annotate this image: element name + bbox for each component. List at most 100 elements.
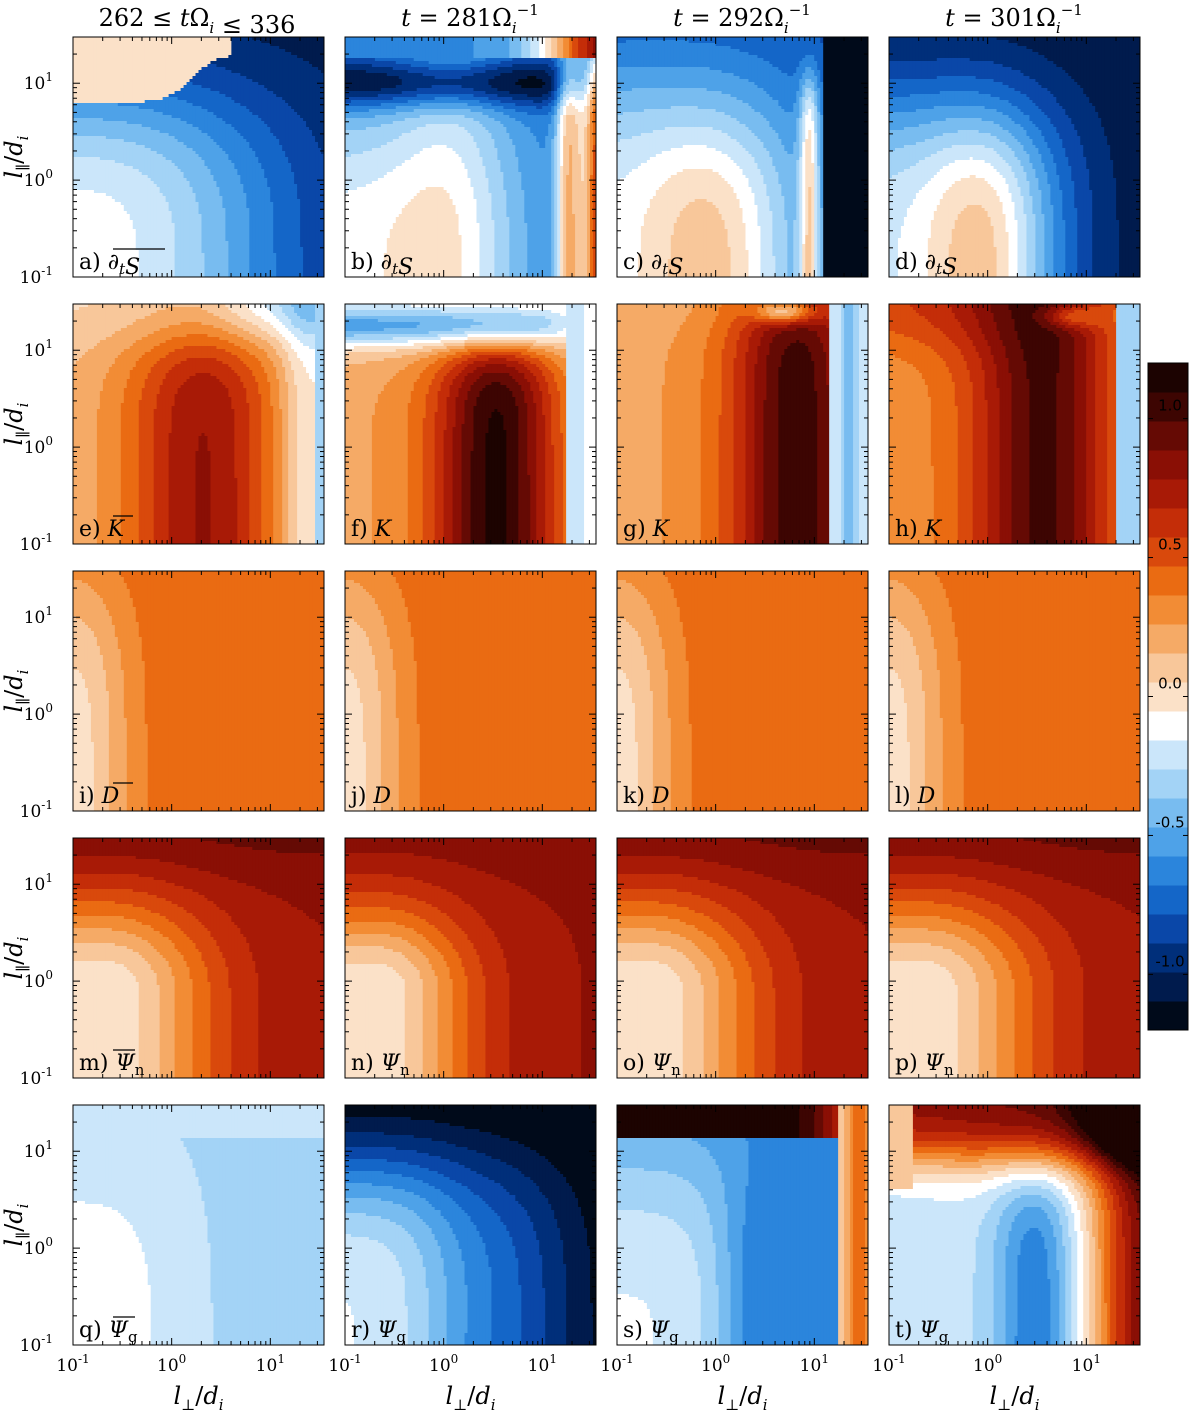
colorbar-level bbox=[1148, 856, 1188, 886]
x-tick-label: 100 bbox=[429, 1352, 458, 1376]
x-tick-label: 10-1 bbox=[872, 1352, 905, 1376]
panel-k: k) D bbox=[617, 571, 869, 812]
y-tick-label: 101 bbox=[24, 1138, 53, 1162]
heatmap-cells bbox=[73, 1105, 325, 1346]
heatmap-cells bbox=[345, 571, 597, 812]
y-tick-label: 10-1 bbox=[20, 1332, 53, 1356]
colorbar-tick-label: 0.0 bbox=[1158, 675, 1182, 693]
heatmap-cells bbox=[345, 1105, 597, 1346]
y-tick-label: 10-1 bbox=[20, 798, 53, 822]
column-title-3: t = 292Ωi−1 bbox=[673, 1, 811, 37]
y-axis-label: l∥/di bbox=[0, 1203, 32, 1246]
heatmap-cells bbox=[889, 1105, 1141, 1346]
column-title-2: t = 281Ωi−1 bbox=[401, 1, 539, 37]
heatmap-cells bbox=[889, 571, 1141, 812]
panel-b: b) ∂tS bbox=[345, 37, 597, 280]
panel-s: s) Ψg bbox=[617, 1105, 869, 1346]
y-tick-label: 10-1 bbox=[20, 264, 53, 288]
colorbar-level bbox=[1148, 972, 1188, 1002]
column-titles: 262 ≤ tΩi ≤ 336 t = 281Ωi−1 t = 292Ωi−1 t =… bbox=[99, 1, 1083, 39]
colorbar-level bbox=[1148, 769, 1188, 799]
colorbar-level bbox=[1148, 914, 1188, 944]
panel-label: h) K bbox=[895, 517, 943, 542]
y-tick-label: 101 bbox=[24, 604, 53, 628]
heatmap-cells bbox=[617, 571, 869, 812]
panel-o: o) Ψn bbox=[617, 838, 869, 1079]
x-tick-label: 101 bbox=[800, 1352, 829, 1376]
panel-t: t) Ψg bbox=[889, 1105, 1141, 1346]
colorbar-tick-label: -0.5 bbox=[1155, 813, 1184, 831]
y-tick-label: 10-1 bbox=[20, 531, 53, 555]
x-tick-label: 100 bbox=[157, 1352, 186, 1376]
x-tick-label: 100 bbox=[701, 1352, 730, 1376]
panel-q: q) Ψg bbox=[73, 1105, 325, 1346]
colorbar-level bbox=[1148, 479, 1188, 509]
colorbar-level bbox=[1148, 450, 1188, 480]
panel-m: m) Ψn bbox=[73, 838, 325, 1079]
panel-label: k) D bbox=[623, 784, 670, 809]
panel-n: n) Ψn bbox=[345, 838, 597, 1079]
x-axis-label: l⊥/di bbox=[173, 1382, 223, 1411]
y-tick-label: 10-1 bbox=[20, 1065, 53, 1089]
x-tick-label: 10-1 bbox=[56, 1352, 89, 1376]
heatmap-cells bbox=[617, 37, 869, 278]
heatmap-cells bbox=[73, 304, 325, 545]
column-title-1: 262 ≤ tΩi ≤ 336 bbox=[99, 4, 296, 39]
colorbar-level bbox=[1148, 885, 1188, 915]
heatmap-cells bbox=[345, 37, 597, 278]
panel-r: r) Ψg bbox=[345, 1105, 597, 1346]
x-axis-label: l⊥/di bbox=[717, 1382, 767, 1411]
colorbar-tick-label: 1.0 bbox=[1158, 397, 1182, 415]
x-tick-label: 100 bbox=[973, 1352, 1002, 1376]
panel-j: j) D bbox=[345, 571, 597, 812]
panel-p: p) Ψn bbox=[889, 838, 1141, 1079]
colorbar-level bbox=[1148, 711, 1188, 741]
panel-label: g) K bbox=[623, 517, 671, 542]
heatmap-cells bbox=[73, 838, 325, 1079]
colorbar-tick-label: -1.0 bbox=[1155, 952, 1184, 970]
colorbar: 1.0 0.5 0.0 -0.5 -1.0 bbox=[1148, 363, 1188, 1031]
panel-label: f) K bbox=[351, 517, 393, 542]
heatmap-cells bbox=[345, 838, 597, 1079]
heatmap-cells bbox=[889, 37, 1141, 278]
panel-g: g) K bbox=[617, 304, 869, 545]
panel-l: l) D bbox=[889, 571, 1141, 812]
colorbar-tick-label: 0.5 bbox=[1158, 536, 1182, 554]
x-tick-label: 101 bbox=[1072, 1352, 1101, 1376]
panel-label: l) D bbox=[895, 784, 936, 809]
panel-label: i) D bbox=[79, 784, 120, 809]
heatmap-cells bbox=[73, 37, 325, 278]
panel-c: c) ∂tS bbox=[617, 37, 869, 280]
x-tick-label: 10-1 bbox=[600, 1352, 633, 1376]
panel-label: e) K bbox=[79, 517, 126, 542]
colorbar-level bbox=[1148, 363, 1188, 393]
heatmap-cells bbox=[889, 304, 1141, 545]
heatmap-cells bbox=[889, 838, 1141, 1079]
panel-h: h) K bbox=[889, 304, 1141, 545]
heatmap-cells bbox=[617, 1105, 869, 1346]
panel-e: e) K bbox=[73, 304, 325, 545]
x-axis-label: l⊥/di bbox=[445, 1382, 495, 1411]
colorbar-level bbox=[1148, 740, 1188, 770]
y-axis-label: l∥/di bbox=[0, 402, 32, 445]
x-tick-label: 101 bbox=[256, 1352, 285, 1376]
colorbar-level bbox=[1148, 624, 1188, 654]
panel-f: f) K bbox=[345, 304, 597, 545]
y-tick-label: 101 bbox=[24, 337, 53, 361]
y-tick-label: 101 bbox=[24, 70, 53, 94]
colorbar-level bbox=[1148, 566, 1188, 596]
y-axis-label: l∥/di bbox=[0, 135, 32, 178]
x-tick-label: 101 bbox=[528, 1352, 557, 1376]
panel-a: a) ∂tS bbox=[73, 37, 325, 280]
heatmap-cells bbox=[617, 838, 869, 1079]
colorbar-level bbox=[1148, 508, 1188, 538]
column-title-4: t = 301Ωi−1 bbox=[945, 1, 1083, 37]
heatmap-cells bbox=[345, 304, 597, 545]
y-tick-label: 101 bbox=[24, 871, 53, 895]
y-axis-label: l∥/di bbox=[0, 936, 32, 979]
colorbar-level bbox=[1148, 595, 1188, 625]
heatmap-cells bbox=[73, 571, 325, 812]
panel-i: i) D bbox=[73, 571, 325, 812]
